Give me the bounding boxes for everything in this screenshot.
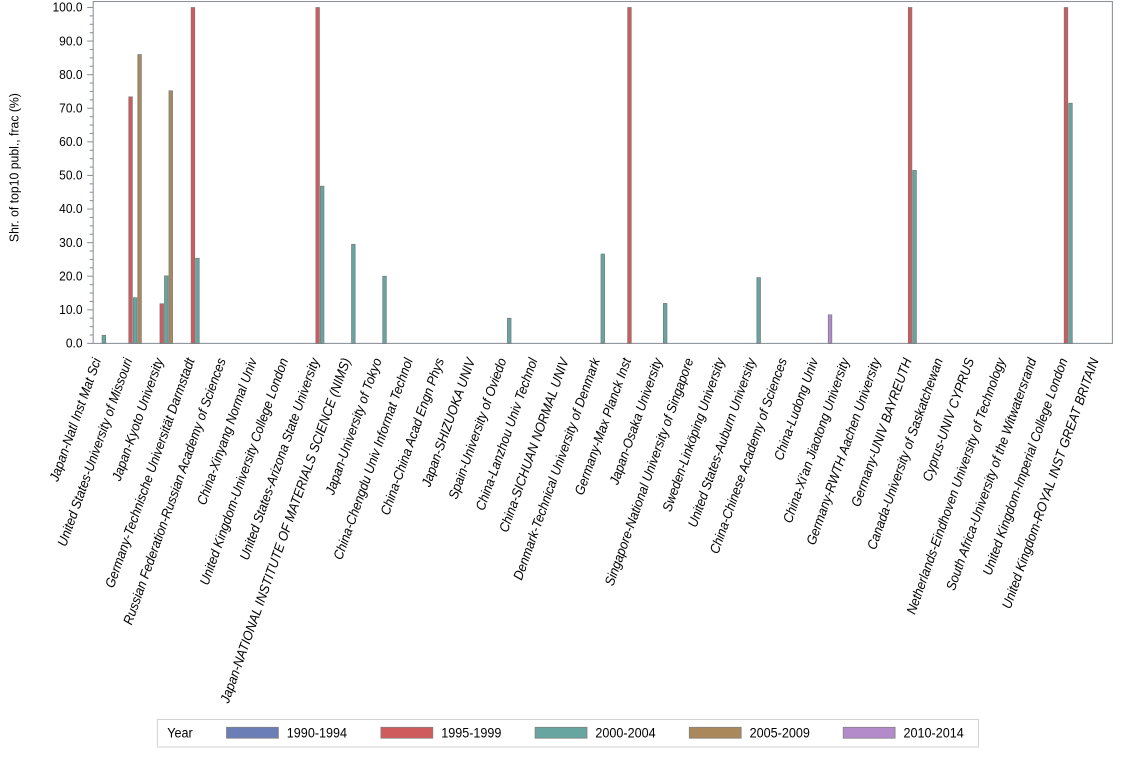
svg-text:20.0: 20.0 (59, 269, 82, 284)
svg-text:Year: Year (167, 725, 193, 741)
svg-text:70.0: 70.0 (59, 101, 82, 116)
svg-text:100.0: 100.0 (53, 0, 83, 15)
svg-text:60.0: 60.0 (59, 135, 82, 150)
svg-text:0.0: 0.0 (66, 336, 83, 351)
svg-text:2005-2009: 2005-2009 (750, 725, 810, 741)
svg-text:1995-1999: 1995-1999 (441, 725, 501, 741)
svg-text:2000-2004: 2000-2004 (595, 725, 655, 741)
svg-text:2010-2014: 2010-2014 (904, 725, 964, 741)
svg-text:40.0: 40.0 (59, 202, 82, 217)
svg-text:10.0: 10.0 (59, 303, 82, 318)
svg-text:30.0: 30.0 (59, 235, 82, 250)
svg-text:80.0: 80.0 (59, 67, 82, 82)
svg-text:Shr. of top10 publ., frac (%): Shr. of top10 publ., frac (%) (6, 93, 22, 242)
svg-text:90.0: 90.0 (59, 34, 82, 49)
svg-text:50.0: 50.0 (59, 168, 82, 183)
svg-text:1990-1994: 1990-1994 (287, 725, 347, 741)
